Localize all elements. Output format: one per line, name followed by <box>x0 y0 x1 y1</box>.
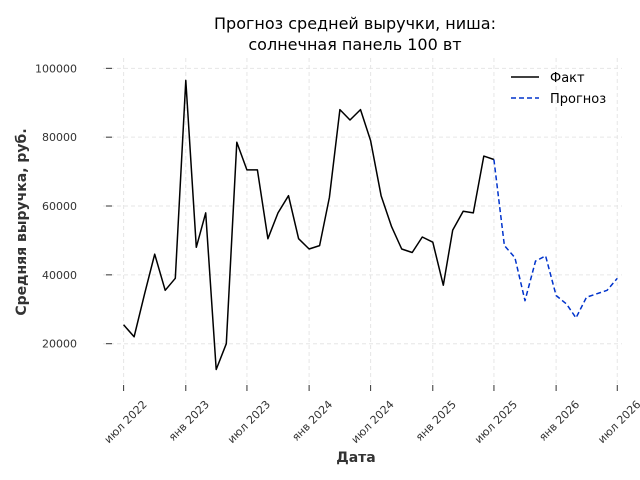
data-point <box>421 236 423 238</box>
data-point <box>432 241 434 243</box>
data-point <box>236 141 238 143</box>
data-point <box>566 303 568 305</box>
data-point <box>267 238 269 240</box>
x-tick-label: янв 2023 <box>166 398 212 444</box>
data-point <box>452 229 454 231</box>
data-point <box>205 212 207 214</box>
data-point <box>370 140 372 142</box>
data-point <box>339 109 341 111</box>
data-point <box>535 260 537 262</box>
y-tick-label: 80000 <box>42 131 77 144</box>
data-point <box>524 300 526 302</box>
y-tick-label: 100000 <box>35 62 77 75</box>
data-point <box>319 245 321 247</box>
data-point <box>483 155 485 157</box>
data-point <box>380 195 382 197</box>
data-point <box>277 212 279 214</box>
data-point <box>411 251 413 253</box>
data-point <box>298 238 300 240</box>
grid <box>103 58 622 385</box>
x-tick-label: янв 2024 <box>289 398 335 444</box>
data-point <box>606 289 608 291</box>
data-point <box>225 343 227 345</box>
legend-forecast-label: Прогноз <box>550 92 606 107</box>
data-point <box>308 248 310 250</box>
series-line-fact <box>123 79 495 371</box>
x-tick-label: июл 2024 <box>349 398 397 446</box>
data-point <box>164 289 166 291</box>
data-point <box>493 159 495 161</box>
data-point <box>586 296 588 298</box>
data-point <box>349 119 351 121</box>
data-point <box>328 196 330 198</box>
chart-title-line-2: солнечная панель 100 вт <box>248 35 461 54</box>
data-point <box>256 169 258 171</box>
data-point <box>195 246 197 248</box>
y-axis-label: Средняя выручка, руб. <box>14 128 30 315</box>
data-point <box>144 293 146 295</box>
data-point <box>401 248 403 250</box>
x-tick-label: июл 2023 <box>225 398 273 446</box>
chart-title-line-1: Прогноз средней выручки, ниша: <box>214 14 496 33</box>
x-axis-ticks: июл 2022 янв 2023 июл 2023 янв 2024 июл 2024… <box>102 385 640 446</box>
data-point <box>555 295 557 297</box>
data-point <box>596 293 598 295</box>
y-tick-label: 60000 <box>42 200 77 213</box>
data-point <box>472 212 474 214</box>
data-point <box>545 255 547 257</box>
data-point <box>174 277 176 279</box>
x-axis-label: Дата <box>336 450 375 466</box>
series-lines <box>123 79 618 371</box>
legend-fact-label: Факт <box>550 71 585 86</box>
data-point <box>288 195 290 197</box>
data-point <box>133 336 135 338</box>
data-point <box>462 210 464 212</box>
data-point <box>391 226 393 228</box>
x-tick-label: июл 2025 <box>472 398 520 446</box>
y-tick-label: 20000 <box>42 338 77 351</box>
y-axis-ticks: 20000 40000 60000 80000 100000 <box>35 62 112 351</box>
x-tick-label: июл 2022 <box>102 398 150 446</box>
data-point <box>514 257 516 259</box>
data-point <box>442 284 444 286</box>
data-point <box>215 369 217 371</box>
data-point <box>359 109 361 111</box>
series-line-forecast <box>493 159 618 319</box>
data-point <box>154 253 156 255</box>
data-point <box>185 79 187 81</box>
x-tick-label: янв 2026 <box>536 398 582 444</box>
x-tick-label: янв 2025 <box>413 398 459 444</box>
data-point <box>575 317 577 319</box>
data-point <box>246 169 248 171</box>
x-tick-label: июл 2026 <box>595 398 640 446</box>
data-point <box>123 324 125 326</box>
y-tick-label: 40000 <box>42 269 77 282</box>
data-point <box>616 277 618 279</box>
data-point <box>503 245 505 247</box>
legend: Факт Прогноз <box>511 71 606 107</box>
